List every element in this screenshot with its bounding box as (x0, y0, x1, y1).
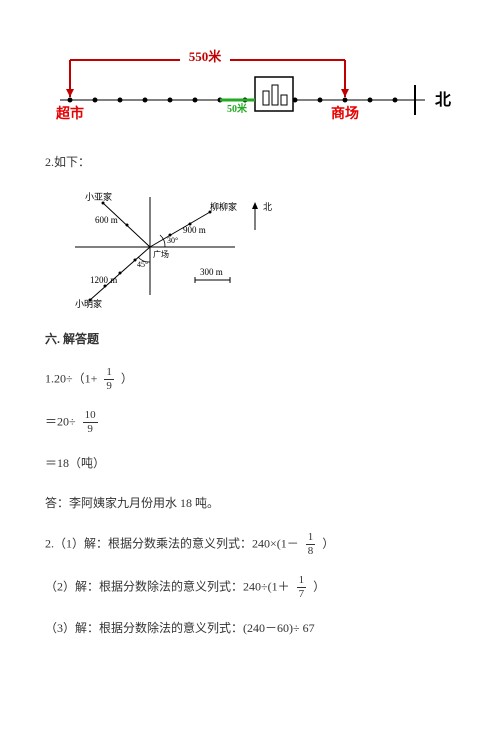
svg-text:广场: 广场 (153, 249, 169, 259)
p1-step2-prefix: ＝20÷ (45, 414, 76, 428)
p1-step3: ＝18（吨） (45, 453, 455, 475)
p2-2-suffix: ） (313, 579, 325, 593)
section-6-heading: 六. 解答题 (45, 330, 455, 347)
p2-part3: （3）解：根据分数除法的意义列式：(240－60)÷ 67 (45, 618, 455, 640)
supermarket-label: 超市 (55, 105, 84, 122)
svg-text:30°: 30° (167, 236, 178, 245)
q2-label: 2.如下： (45, 153, 455, 170)
p2-part1: 2.（1）解：根据分数乘法的意义列式：240×(1－ 1 8 ） (45, 532, 455, 557)
north-label: 北 (435, 91, 451, 109)
p2-1-prefix: 2.（1）解：根据分数乘法的意义列式：240×(1－ (45, 536, 299, 550)
diagram1-svg: 550米 50米 超市 商场 北 (45, 35, 455, 125)
distance-550: 550米 (189, 49, 223, 64)
p1-step2: ＝20÷ 10 9 (45, 410, 455, 435)
p1-prefix: 1.20÷（1+ (45, 371, 97, 385)
svg-text:小明家: 小明家 (75, 298, 102, 309)
distance-50: 50米 (227, 102, 248, 115)
diagram2-svg: 北 小亚家 600 m 柳柳家 900 m 广场 30° 45° 1200 m … (45, 185, 275, 310)
p2-2-prefix: （2）解：根据分数除法的意义列式：240÷(1＋ (45, 579, 290, 593)
p1-suffix: ） (121, 371, 133, 385)
svg-text:小亚家: 小亚家 (85, 191, 112, 202)
svg-text:300 m: 300 m (200, 267, 223, 277)
frac-1-9: 1 9 (104, 367, 114, 392)
diagram-supermarket-mall: 550米 50米 超市 商场 北 (45, 35, 455, 125)
svg-text:1200 m: 1200 m (90, 275, 117, 285)
p1-expr: 1.20÷（1+ 1 9 ） (45, 367, 455, 392)
svg-text:柳柳家: 柳柳家 (210, 201, 237, 212)
p2-1-suffix: ） (322, 536, 334, 550)
svg-text:600 m: 600 m (95, 215, 118, 225)
svg-text:900 m: 900 m (183, 225, 206, 235)
svg-text:45°: 45° (137, 260, 148, 269)
diagram-directions: 北 小亚家 600 m 柳柳家 900 m 广场 30° 45° 1200 m … (45, 185, 455, 305)
mall-label: 商场 (331, 105, 359, 122)
p2-part2: （2）解：根据分数除法的意义列式：240÷(1＋ 1 7 ） (45, 575, 455, 600)
frac-10-9: 10 9 (83, 410, 98, 435)
frac-1-7: 1 7 (297, 575, 307, 600)
svg-text:北: 北 (263, 202, 272, 212)
p1-answer: 答：李阿姨家九月份用水 18 吨。 (45, 493, 455, 515)
frac-1-8: 1 8 (306, 532, 316, 557)
